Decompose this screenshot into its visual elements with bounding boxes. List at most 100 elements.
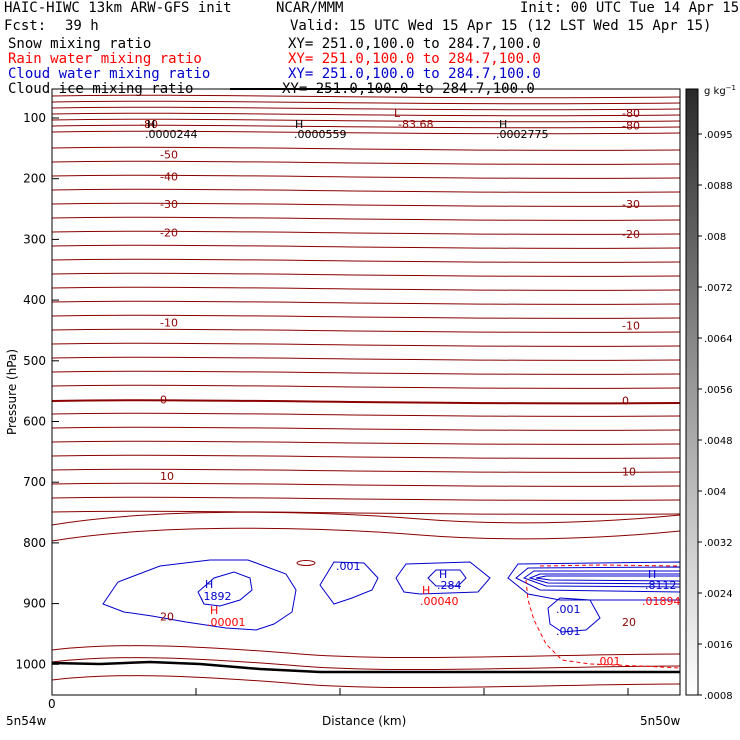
chart-title: HAIC-HIWC 13km ARW-GFS init <box>4 0 232 16</box>
isotherm-line <box>51 399 681 405</box>
isotherm-line <box>51 174 681 179</box>
cloud-water-contour-mid <box>319 561 379 605</box>
x-axis-label: Distance (km) <box>322 714 406 728</box>
y-tick-label: 300 <box>23 232 46 246</box>
colorbar-label: .0048 <box>704 436 733 447</box>
colorbar-label: .0016 <box>704 640 733 651</box>
x-left-endpoint: 5n54w <box>6 714 47 728</box>
cloud-max-2-marker: H <box>439 568 447 581</box>
colorbar-label: .0024 <box>704 589 733 600</box>
isotherm-label: -30 <box>160 198 178 211</box>
isotherm-line <box>51 454 681 459</box>
org-label: NCAR/MMM <box>276 0 344 16</box>
rain-contour-label: .001 <box>596 655 621 668</box>
cloud-water-contour-left <box>102 559 297 631</box>
temperature-isotherms <box>51 94 681 689</box>
temperature-min-value: -83.68 <box>398 118 433 131</box>
isotherm-line <box>51 510 681 515</box>
isotherm-label: -40 <box>160 170 178 183</box>
isotherm-label: 0 <box>160 394 167 407</box>
colorbar-label: .008 <box>704 232 726 243</box>
isotherm-line <box>51 440 681 445</box>
isotherm-line <box>51 146 681 151</box>
colorbar-label: .004 <box>704 487 726 498</box>
isotherm-line <box>51 496 681 501</box>
y-tick-label: 200 <box>23 172 46 186</box>
isotherm-label: -80 <box>622 119 640 132</box>
cloud-max-1-value: .1892 <box>200 590 232 603</box>
y-tick-label: 400 <box>23 293 46 307</box>
colorbar-label: .0056 <box>704 385 733 396</box>
isotherm-line <box>51 482 681 487</box>
isotherm-line <box>51 160 681 165</box>
isotherm-line <box>51 314 681 319</box>
y-tick-label: 700 <box>23 475 46 489</box>
colorbar-label: .0072 <box>704 283 733 294</box>
field-name-cloud-water: Cloud water mixing ratio <box>8 66 211 82</box>
cloud-contour-label: .001 <box>556 603 581 616</box>
isotherm-line <box>51 118 681 123</box>
rain-max-3-value: .01894 <box>642 595 681 608</box>
y-tick-label: 1000 <box>15 657 46 671</box>
rain-water-contours <box>525 564 681 669</box>
isotherm-line <box>51 468 681 473</box>
y-tick-label: 500 <box>23 354 46 368</box>
isotherm-line <box>51 100 681 105</box>
isotherm-line <box>51 356 681 361</box>
isotherm-line <box>51 527 681 542</box>
isotherm-label: 10 <box>160 470 174 483</box>
field-xy-snow: XY= 251.0,100.0 to 284.7,100.0 <box>288 36 541 52</box>
cloud-water-contour-center-inner <box>427 569 467 587</box>
cloud-max-3-value: .8112 <box>645 579 677 592</box>
isotherm-label: -10 <box>622 320 640 333</box>
isotherm-line <box>51 384 681 389</box>
isotherm-line <box>51 657 681 671</box>
valid-time: Valid: 15 UTC Wed 15 Apr 15 (12 LST Wed … <box>290 18 712 34</box>
isotherm-line <box>51 94 681 99</box>
y-tick-label: 600 <box>23 415 46 429</box>
isotherm-label: 20 <box>622 616 636 629</box>
snow-max-1-value: .0000244 <box>145 128 198 141</box>
isotherm-line <box>51 675 681 689</box>
x-axis <box>51 688 629 695</box>
field-name-snow: Snow mixing ratio <box>8 36 152 52</box>
y-tick-label: 900 <box>23 597 46 611</box>
isotherm-line <box>51 328 681 333</box>
forecast-hour: 39 h <box>65 18 99 34</box>
isotherm-line <box>51 106 681 111</box>
rain-max-1-value: .00001 <box>207 616 246 629</box>
isotherm-line <box>51 511 681 526</box>
forecast-label: Fcst: <box>4 18 47 34</box>
isotherm-line <box>51 300 681 305</box>
plot-frame <box>51 88 681 696</box>
colorbar-label: .0008 <box>704 691 733 702</box>
rain-water-contour-upper <box>539 564 681 567</box>
colorbar-label: .0088 <box>704 181 733 192</box>
isotherm-line <box>51 130 681 135</box>
field-name-rain: Rain water mixing ratio <box>8 51 202 67</box>
temperature-min-marker: L <box>394 107 401 120</box>
isotherm-line <box>51 272 681 277</box>
x-tick-label: 0 <box>48 697 56 711</box>
isotherm-label: 0 <box>622 394 629 407</box>
snow-max-1-marker: H <box>147 118 155 131</box>
snow-max-3-value: .0002775 <box>496 128 549 141</box>
cloud-water-contour-left-inner <box>197 571 253 607</box>
cloud-contour-label: .001 <box>336 560 361 573</box>
small-isotherm-loop <box>296 560 316 566</box>
colorbar: .0095 .0088 .008 .0072 .0064 .0056 .0048 .004 .0… <box>685 84 736 702</box>
isotherm-label: -20 <box>622 228 640 241</box>
cloud-max-1-marker: H <box>205 578 213 591</box>
snow-max-2-marker: H <box>295 118 303 131</box>
rain-max-2-value: .00040 <box>420 595 459 608</box>
isotherm-line <box>51 426 681 431</box>
terrain-surface <box>51 660 680 674</box>
isotherm-label: -50 <box>160 148 178 161</box>
isotherm-label: -20 <box>160 227 178 240</box>
cloud-water-contour-center <box>395 561 491 595</box>
isotherm-line <box>51 124 681 129</box>
isotherm-label: 10 <box>622 465 636 478</box>
colorbar-label: .0032 <box>704 538 733 549</box>
field-xy-cloud-water: XY= 251.0,100.0 to 284.7,100.0 <box>288 66 541 82</box>
